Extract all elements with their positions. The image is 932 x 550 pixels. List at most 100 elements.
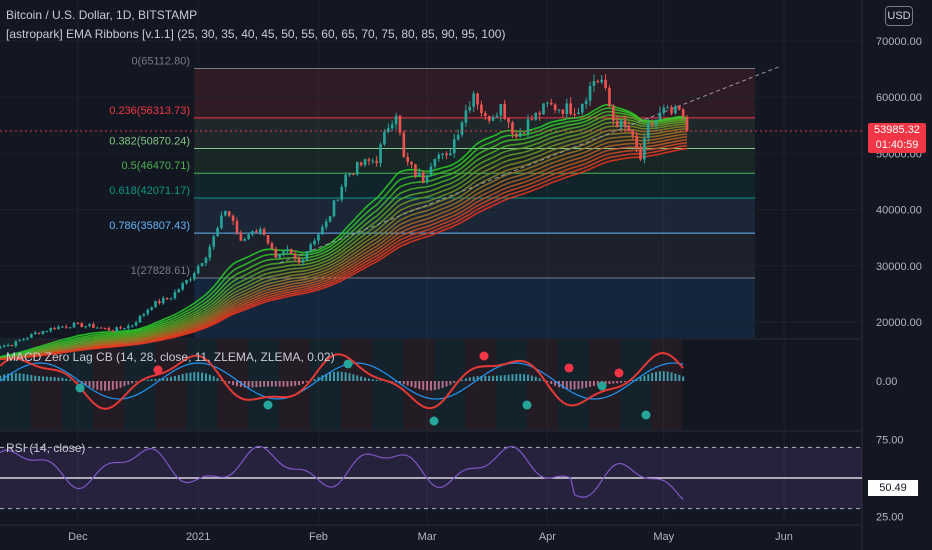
candle-body — [623, 120, 627, 127]
macd-hist-bar — [523, 374, 526, 381]
macd-hist-bar — [429, 381, 432, 391]
candle-body — [317, 234, 320, 241]
macd-hist-bar — [69, 379, 72, 381]
macd-hist-bar — [76, 381, 79, 383]
rsi-value-badge: 50.49 — [868, 480, 918, 496]
symbol-title[interactable]: Bitcoin / U.S. Dollar, 1D, BITSTAMP — [6, 8, 198, 22]
candle-body — [600, 79, 603, 83]
candle-body — [367, 159, 371, 161]
candle-body — [336, 199, 340, 201]
bar-countdown: 01:40:59 — [875, 139, 919, 151]
fib-zone — [194, 148, 755, 174]
candle-body — [22, 339, 25, 341]
candle-body — [286, 249, 289, 252]
candle-body — [425, 175, 429, 183]
candle-body — [596, 81, 600, 83]
candle-body — [588, 85, 592, 101]
candle-body — [681, 109, 685, 117]
candle-body — [666, 107, 669, 109]
price-tick-label: 20000.00 — [876, 317, 922, 329]
candle-body — [553, 104, 557, 111]
candle-body — [375, 160, 378, 164]
macd-hist-bar — [577, 381, 580, 390]
macd-hist-bar — [259, 381, 262, 388]
fib-zone — [194, 68, 755, 118]
macd-hist-bar — [255, 381, 258, 388]
macd-hist-bar — [445, 381, 448, 387]
candle-body — [406, 156, 409, 162]
candle-body — [538, 112, 541, 115]
macd-hist-bar — [352, 374, 355, 381]
macd-hist-bar — [224, 381, 227, 382]
macd-hist-bar — [623, 381, 626, 383]
candle-body — [231, 215, 235, 221]
candle-body — [429, 166, 433, 176]
currency-button[interactable]: USD — [885, 6, 913, 26]
macd-hist-bar — [367, 378, 370, 381]
candle-body — [30, 333, 33, 338]
macd-hist-bar — [212, 376, 215, 381]
candle-body — [464, 110, 468, 123]
macd-hist-bar — [674, 373, 677, 381]
macd-hist-bar — [100, 381, 103, 391]
macd-hist-bar — [666, 371, 669, 381]
candle-body — [216, 228, 219, 237]
macd-hist-bar — [45, 376, 48, 381]
candle-body — [608, 87, 611, 107]
macd-hist-bar — [492, 375, 495, 381]
candle-body — [604, 79, 607, 88]
candle-body — [262, 229, 266, 236]
macd-hist-bar — [0, 375, 2, 381]
candle-body — [456, 134, 460, 140]
candle-body — [158, 301, 161, 304]
macd-hist-bar — [356, 375, 359, 381]
candle-body — [169, 298, 173, 300]
macd-label[interactable]: MACD Zero Lag CB (14, 28, close, 11, ZLE… — [6, 350, 335, 364]
macd-hist-bar — [57, 377, 60, 381]
candle-body — [235, 220, 239, 233]
candle-body — [76, 322, 80, 324]
price-tick-label: 30000.00 — [876, 261, 922, 273]
macd-hist-bar — [344, 372, 347, 381]
candle-body — [359, 162, 363, 166]
candle-body — [14, 341, 18, 346]
candle-body — [499, 103, 503, 116]
macd-cross-dot — [343, 359, 353, 369]
indicator-label[interactable]: [astropark] EMA Ribbons [v.1.1] (25, 30,… — [6, 27, 506, 41]
macd-hist-bar — [228, 381, 231, 384]
macd-hist-bar — [278, 381, 281, 387]
candle-body — [487, 116, 491, 121]
candle-body — [348, 173, 351, 175]
macd-bg-band — [372, 340, 403, 430]
macd-hist-bar — [480, 375, 483, 381]
price-tick-label: 70000.00 — [876, 36, 922, 48]
macd-hist-bar — [670, 372, 673, 381]
candle-body — [18, 340, 21, 342]
macd-hist-bar — [639, 377, 642, 381]
macd-hist-bar — [507, 374, 510, 381]
macd-hist-bar — [208, 374, 211, 381]
candle-body — [96, 327, 99, 329]
rsi-pane: 75.00 25.00 — [0, 434, 904, 524]
candle-body — [460, 122, 464, 135]
candle-body — [251, 231, 254, 235]
macd-hist-bar — [464, 378, 467, 381]
candle-body — [398, 115, 402, 133]
rsi-label[interactable]: RSI (14, close) — [6, 441, 86, 455]
time-tick-label: Dec — [68, 531, 88, 543]
candle-body — [654, 119, 658, 125]
candle-body — [181, 283, 184, 290]
macd-hist-bar — [166, 377, 169, 381]
candle-body — [99, 327, 103, 329]
macd-line — [0, 352, 684, 410]
candle-body — [212, 236, 215, 247]
macd-hist-bar — [643, 375, 646, 381]
macd-cross-dot — [522, 400, 532, 410]
macd-hist-bar — [26, 374, 29, 381]
trend-line — [279, 65, 781, 264]
fib-level-label: 0.5(46470.71) — [122, 160, 191, 172]
macd-hist-bar — [150, 379, 153, 381]
candle-body — [619, 120, 623, 128]
macd-bg-band — [496, 340, 527, 430]
